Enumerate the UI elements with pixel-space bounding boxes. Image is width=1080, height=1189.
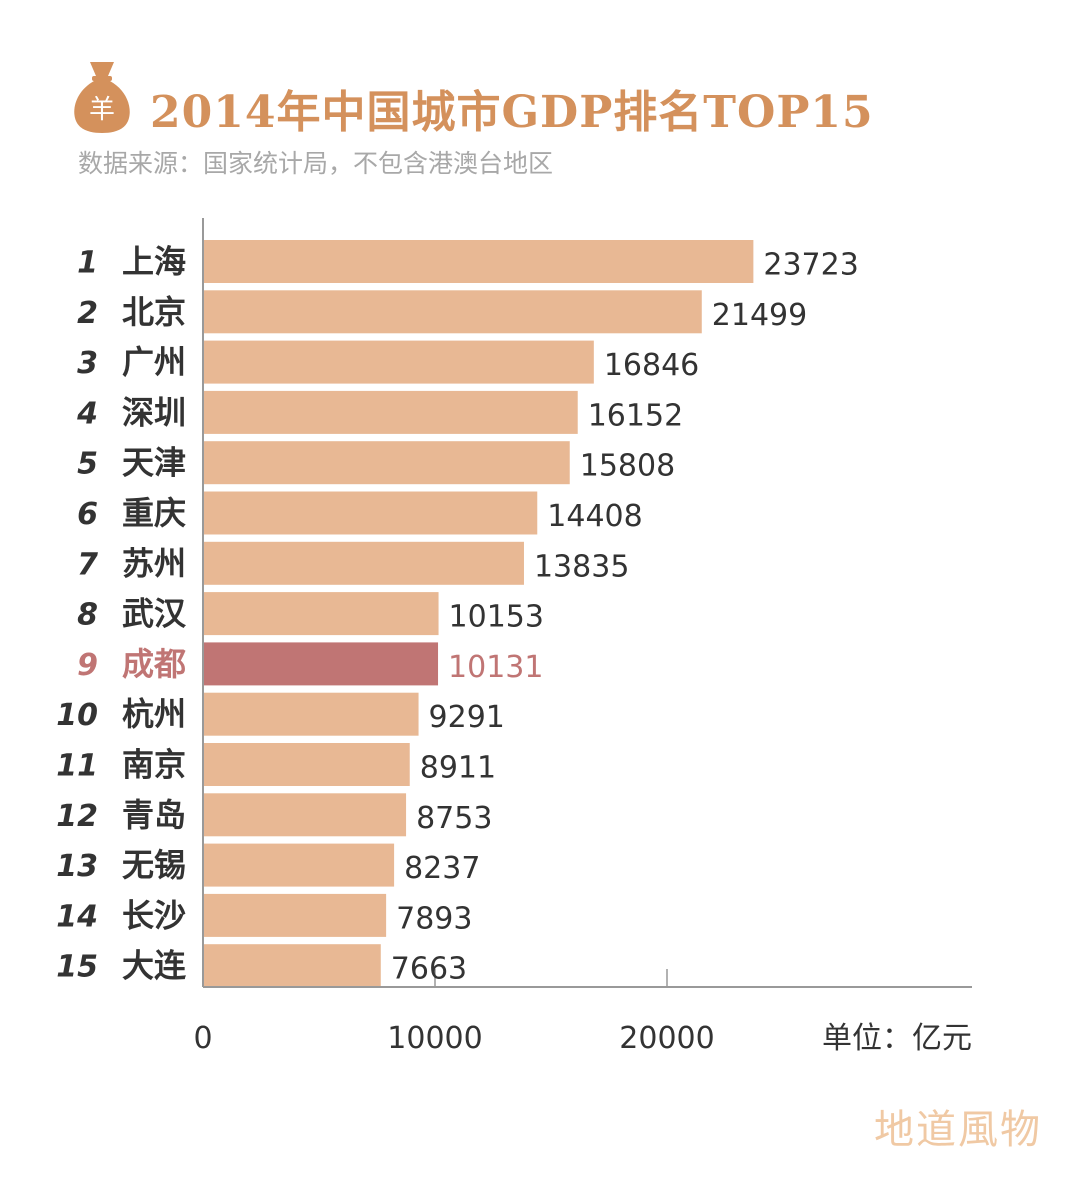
data-label: 23723	[763, 248, 858, 283]
rank-label: 13	[56, 849, 98, 884]
data-label: 8753	[416, 801, 492, 836]
bar	[203, 944, 381, 988]
bag-symbol: 羊	[89, 95, 115, 125]
bar	[203, 240, 754, 283]
category-label: 大连	[122, 947, 186, 985]
bar	[203, 743, 410, 786]
category-label: 武汉	[122, 595, 187, 633]
category-label: 重庆	[122, 494, 186, 532]
data-label: 16846	[604, 348, 699, 383]
bar	[203, 592, 439, 636]
category-label: 广州	[122, 343, 186, 381]
x-tick-label: 10000	[387, 1021, 482, 1056]
data-label: 10131	[448, 650, 543, 685]
rank-label: 5	[77, 447, 98, 482]
rank-label: 1	[77, 246, 98, 281]
data-label: 9291	[429, 700, 505, 735]
rank-label: 14	[56, 899, 98, 934]
rank-label: 8	[77, 598, 98, 633]
category-label: 天津	[122, 444, 186, 482]
bar	[203, 340, 594, 384]
data-label: 7663	[391, 952, 467, 987]
rank-label: 2	[77, 296, 98, 331]
money-bag-icon: 羊	[74, 62, 130, 133]
data-label: 14408	[547, 499, 642, 534]
rank-label: 7	[77, 547, 98, 582]
rank-label: 3	[77, 346, 98, 381]
data-label: 21499	[712, 298, 807, 333]
chart-title: 2014年中国城市GDP排名TOP15	[150, 87, 874, 138]
category-label: 苏州	[122, 544, 186, 582]
data-label: 7893	[396, 901, 472, 936]
rank-label: 10	[56, 698, 98, 733]
category-label: 上海	[122, 243, 186, 281]
unit-label: 单位：亿元	[822, 1021, 972, 1056]
data-label: 8911	[420, 751, 496, 786]
category-label: 青岛	[122, 796, 186, 834]
data-label: 13835	[534, 549, 629, 584]
data-label: 8237	[404, 851, 480, 886]
rank-label: 6	[77, 497, 98, 532]
bar	[203, 793, 407, 837]
data-label: 15808	[580, 449, 675, 484]
rank-label: 4	[76, 396, 98, 431]
rank-label: 12	[56, 799, 98, 834]
bar	[203, 541, 524, 585]
bar	[203, 441, 570, 485]
category-label: 长沙	[122, 896, 186, 934]
brand-watermark: 地道風物	[874, 1107, 1042, 1153]
data-label: 10153	[449, 600, 544, 635]
x-tick-label: 20000	[619, 1021, 714, 1056]
category-label: 北京	[122, 293, 186, 331]
bar	[203, 491, 538, 535]
rank-label: 9	[77, 648, 98, 683]
bar	[203, 390, 578, 434]
x-tick-label: 0	[193, 1021, 212, 1056]
category-label: 深圳	[122, 393, 186, 431]
bar	[203, 290, 702, 334]
category-label: 南京	[122, 746, 186, 784]
category-label: 无锡	[122, 846, 186, 884]
bar	[203, 893, 387, 937]
bar	[203, 692, 419, 736]
rank-label: 15	[56, 950, 98, 985]
category-label: 成都	[122, 645, 186, 683]
bar	[203, 843, 395, 887]
category-label: 杭州	[122, 695, 186, 733]
rank-label: 11	[56, 749, 98, 784]
data-label: 16152	[588, 398, 683, 433]
bar	[203, 642, 439, 686]
chart-subtitle: 数据来源：国家统计局，不包含港澳台地区	[78, 149, 554, 178]
